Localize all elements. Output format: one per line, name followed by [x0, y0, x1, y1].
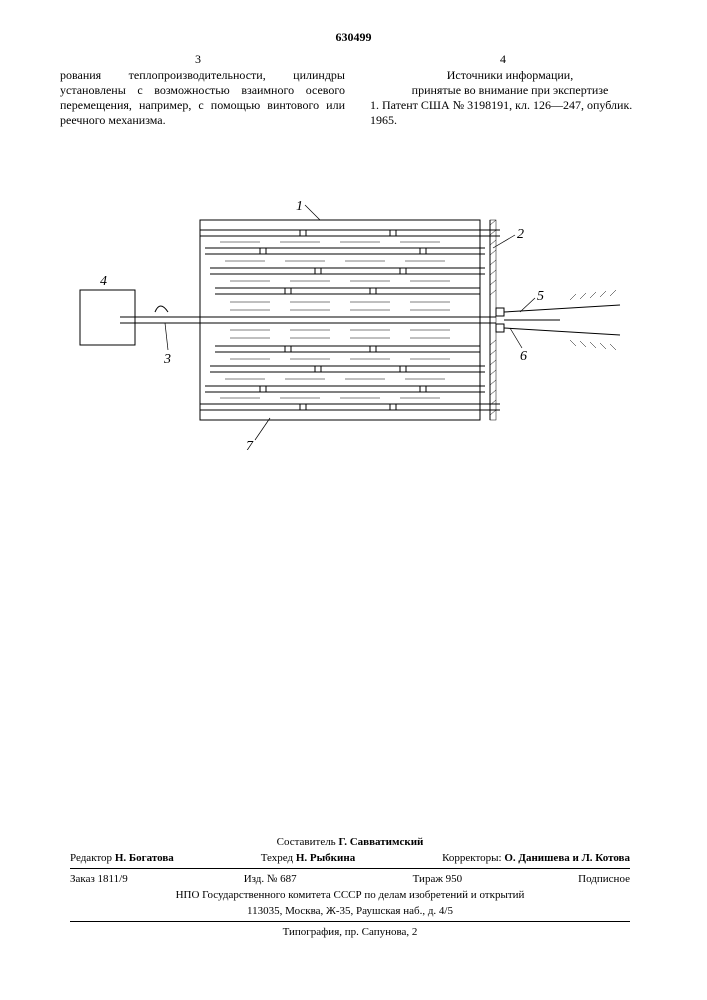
- patent-figure: 1 2 3 4 5 6 7: [60, 200, 650, 460]
- podpisnoe: Подписное: [578, 873, 630, 885]
- figure-label-2: 2: [517, 227, 524, 242]
- org-address: 113035, Москва, Ж-35, Раушская наб., д. …: [70, 903, 630, 919]
- izd-number: Изд. № 687: [244, 873, 297, 885]
- org-name: НПО Государственного комитета СССР по де…: [70, 887, 630, 903]
- sources-title: Источники информации,: [370, 68, 650, 83]
- footer: Составитель Г. Савватимский Редактор Н. …: [70, 834, 630, 940]
- composer-label: Составитель: [277, 836, 336, 848]
- left-column-text: рования теплопроизводительности, цилиндр…: [60, 68, 345, 128]
- tirazh: Тираж 950: [413, 873, 463, 885]
- corrector-names: О. Данишева и Л. Котова: [504, 852, 630, 864]
- right-column-number: 4: [500, 52, 506, 67]
- sources-subtitle: принятые во внимание при экспертизе: [370, 83, 650, 98]
- sources-item: 1. Патент США № 3198191, кл. 126—247, оп…: [370, 98, 650, 128]
- composer-name: Г. Савватимский: [338, 836, 423, 848]
- editor-name: Н. Богатова: [115, 852, 174, 864]
- figure-label-7: 7: [246, 439, 254, 454]
- patent-number: 630499: [0, 30, 707, 45]
- figure-label-5: 5: [537, 289, 544, 304]
- left-column-number: 3: [195, 52, 201, 67]
- typography: Типография, пр. Сапунова, 2: [70, 924, 630, 940]
- corrector-label: Корректоры:: [442, 852, 501, 864]
- order-number: Заказ 1811/9: [70, 873, 128, 885]
- techred-name: Н. Рыбкина: [296, 852, 355, 864]
- figure-label-1: 1: [296, 200, 303, 214]
- figure-label-4: 4: [100, 274, 107, 289]
- figure-label-6: 6: [520, 349, 527, 364]
- figure-label-3: 3: [163, 352, 171, 367]
- editor-label: Редактор: [70, 852, 112, 864]
- right-column: Источники информации, принятые во вниман…: [370, 68, 650, 128]
- techred-label: Техред: [261, 852, 293, 864]
